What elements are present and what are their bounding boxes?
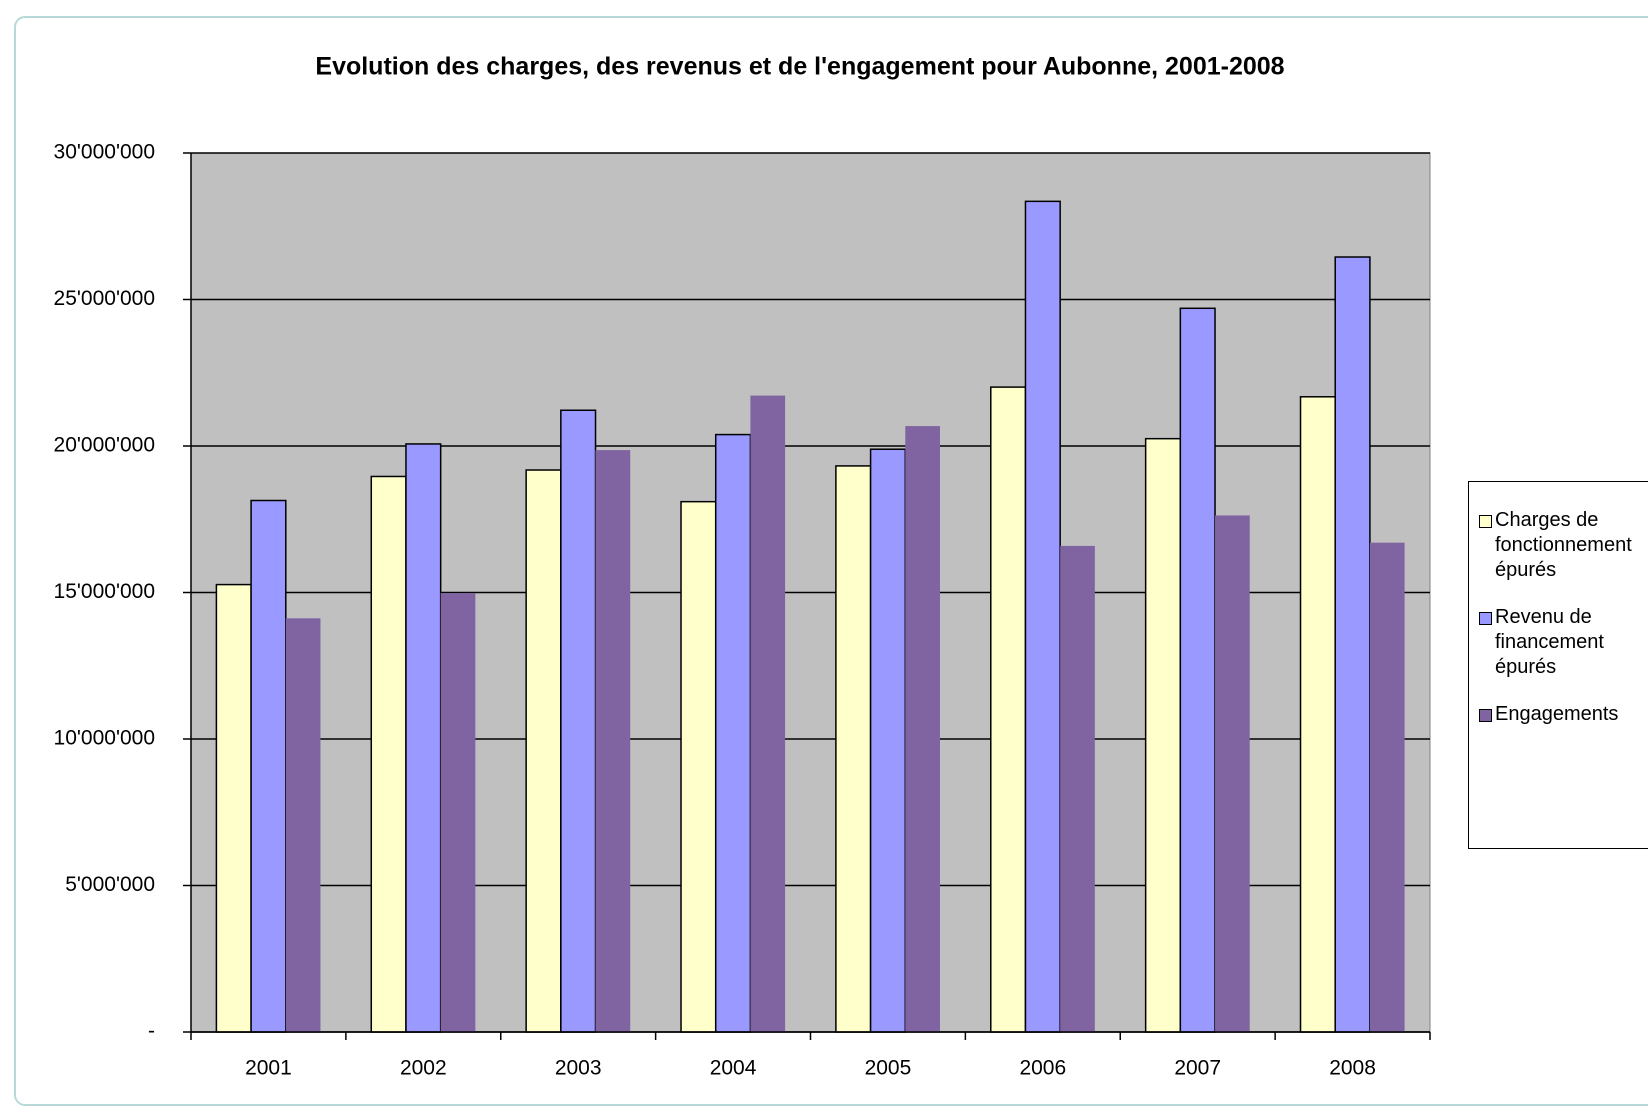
legend-entry: Revenu de financement épurés [1479,605,1648,680]
legend-swatch [1479,515,1492,528]
x-tick-label: 2005 [865,1057,912,1080]
bar [1215,515,1250,1032]
bar [285,618,321,1032]
bar [595,450,631,1032]
x-tick-label: 2007 [1174,1057,1221,1080]
legend-entry: Charges de fonctionnement épurés [1479,508,1648,583]
legend-entry: Engagements [1479,702,1648,727]
bar [1369,542,1405,1032]
legend-swatch [1479,612,1492,625]
bar [1179,307,1216,1033]
y-tick-label: 10'000'000 [54,727,155,750]
y-tick-label: 15'000'000 [54,580,155,603]
x-tick-label: 2001 [245,1057,292,1080]
y-tick-label: 20'000'000 [54,434,155,457]
bar [990,386,1027,1033]
bar [440,593,476,1032]
y-tick-label: 5'000'000 [65,873,155,896]
bar [905,426,940,1032]
bar [835,465,872,1033]
x-tick-label: 2002 [400,1057,447,1080]
y-tick-label: - [148,1020,155,1043]
bar [1334,256,1371,1033]
bar [869,448,907,1033]
x-tick-label: 2006 [1019,1057,1066,1080]
legend: Charges de fonctionnement épurés Revenu d… [1468,481,1648,849]
bar [560,409,597,1033]
bar [1299,396,1336,1033]
chart-title: Evolution des charges, des revenus et de… [315,53,1284,81]
x-tick-label: 2004 [710,1057,757,1080]
bar [1024,200,1061,1033]
bar [714,433,752,1033]
legend-label: Revenu de financement épurés [1495,606,1604,678]
y-tick-label: 30'000'000 [54,141,155,164]
bar [1144,437,1182,1033]
legend-swatch [1479,709,1492,722]
bar [405,443,442,1033]
bar [370,475,407,1033]
bar [250,499,287,1033]
bar [525,469,562,1033]
bar [215,583,252,1033]
legend-label: Engagements [1495,703,1619,725]
x-tick-label: 2008 [1329,1057,1376,1080]
y-tick-label: 25'000'000 [54,287,155,310]
bar [750,395,786,1032]
legend-label: Charges de fonctionnement épurés [1495,509,1632,581]
x-tick-label: 2003 [555,1057,602,1080]
bar [1060,545,1095,1032]
bar [680,500,717,1033]
